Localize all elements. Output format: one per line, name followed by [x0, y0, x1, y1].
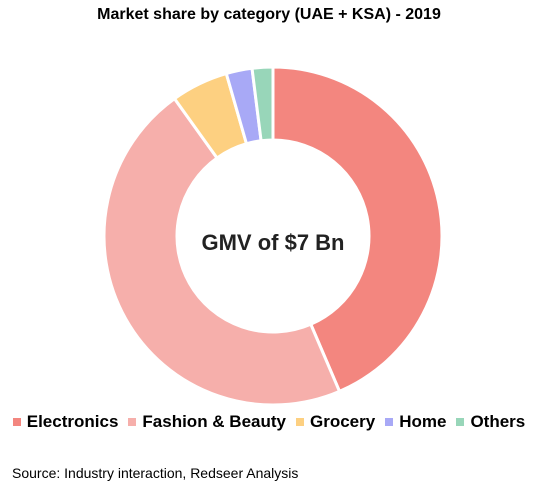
legend-label: Grocery — [310, 412, 376, 431]
center-label: GMV of $7 Bn — [201, 230, 344, 255]
legend-label: Electronics — [26, 412, 119, 431]
chart-title: Market share by category (UAE + KSA) - 2… — [97, 6, 441, 23]
legend-swatch — [12, 418, 21, 426]
slice-others — [250, 65, 275, 143]
legend-label: Fashion & Beauty — [142, 412, 286, 431]
legend-item: Grocery — [296, 412, 375, 432]
legend-label: Others — [470, 412, 526, 431]
legend-swatch — [128, 418, 137, 426]
legend: Electronics Fashion & Beauty Grocery Home Ot… — [0, 412, 538, 432]
legend-item: Electronics — [12, 412, 119, 432]
legend-swatch — [296, 418, 304, 426]
slice-electronics — [271, 65, 444, 394]
legend-item: Fashion & Beauty — [128, 412, 286, 432]
donut-chart: GMV of $7 Bn — [102, 65, 444, 407]
legend-swatch — [456, 418, 465, 426]
legend-swatch — [385, 418, 394, 426]
source-note: Source: Industry interaction, Redseer An… — [12, 465, 299, 481]
legend-item: Others — [456, 412, 525, 432]
legend-label: Home — [399, 412, 447, 431]
slice-fashion-beauty — [102, 96, 342, 407]
legend-item: Home — [385, 412, 446, 432]
